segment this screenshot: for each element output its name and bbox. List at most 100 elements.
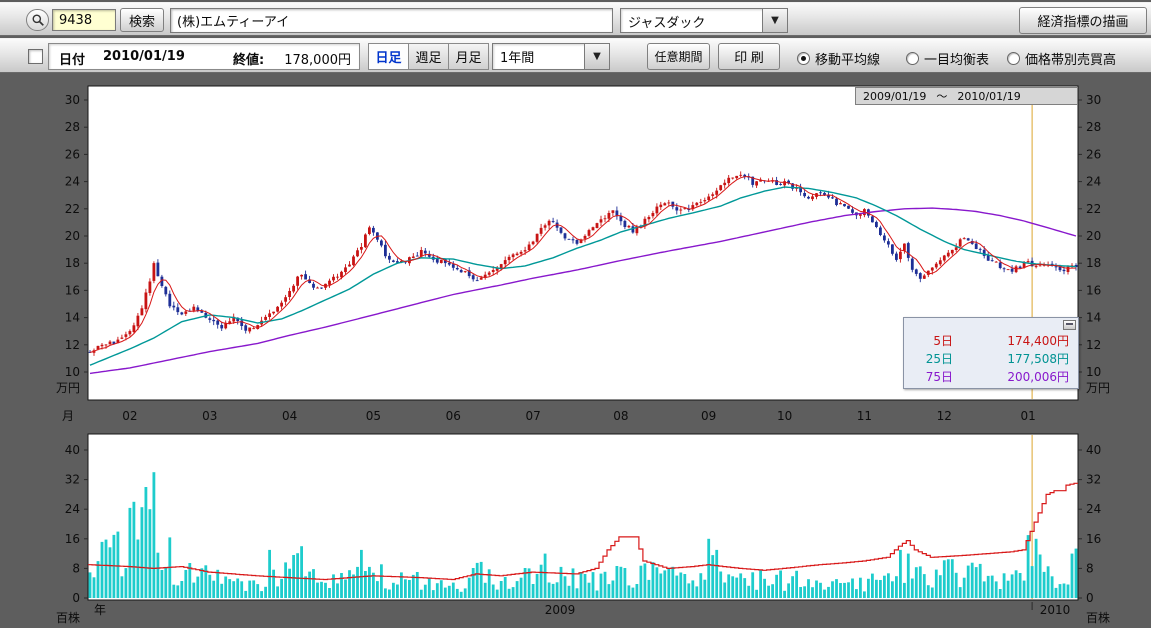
- legend-rows: 5日174,400円25日177,508円75日200,006円: [904, 331, 1078, 385]
- legend-row: 75日200,006円: [904, 367, 1078, 385]
- radio-dot-ichimoku: [906, 52, 919, 65]
- stock-code-input[interactable]: [52, 9, 116, 31]
- svg-text:0: 0: [1086, 591, 1094, 605]
- svg-text:06: 06: [446, 409, 461, 423]
- svg-text:32: 32: [65, 473, 80, 487]
- radio-dot-volume-by-price: [1007, 52, 1020, 65]
- legend-minimize-button[interactable]: [1063, 320, 1076, 330]
- svg-text:20: 20: [1086, 229, 1101, 243]
- chart-region: 3030282826262424222220201818161614141212…: [0, 76, 1151, 628]
- svg-text:年: 年: [94, 603, 106, 617]
- market-select[interactable]: ジャスダック ▼: [620, 8, 788, 33]
- svg-text:18: 18: [65, 256, 80, 270]
- date-range-badge: 2009/01/19 ～ 2010/01/19: [855, 87, 1078, 105]
- svg-text:11: 11: [857, 409, 872, 423]
- svg-text:05: 05: [366, 409, 381, 423]
- close-price-label: 終値:: [233, 49, 264, 68]
- svg-text:26: 26: [65, 147, 80, 161]
- svg-text:32: 32: [1086, 473, 1101, 487]
- svg-text:2009: 2009: [545, 603, 576, 617]
- economic-indicator-button[interactable]: 経済指標の描画: [1019, 7, 1147, 34]
- period-select[interactable]: 1年間 ▼: [492, 43, 610, 70]
- toolbar-main: 検索 ジャスダック ▼ 経済指標の描画: [0, 2, 1151, 36]
- year-axis-labels: 年 2009 2010: [94, 602, 1070, 617]
- svg-text:28: 28: [65, 120, 80, 134]
- close-price-value: 178,000円: [284, 49, 351, 68]
- svg-text:10: 10: [777, 409, 792, 423]
- svg-text:万円: 万円: [1086, 381, 1110, 395]
- svg-text:03: 03: [202, 409, 217, 423]
- svg-text:8: 8: [1086, 561, 1094, 575]
- svg-text:09: 09: [701, 409, 716, 423]
- svg-text:07: 07: [525, 409, 540, 423]
- svg-text:30: 30: [1086, 93, 1101, 107]
- svg-text:28: 28: [1086, 120, 1101, 134]
- stock-chart-application: 検索 ジャスダック ▼ 経済指標の描画 日付 2010/01/19 終値: 17…: [0, 0, 1151, 628]
- svg-text:08: 08: [613, 409, 628, 423]
- search-icon-button[interactable]: [26, 9, 49, 31]
- market-select-value: ジャスダック: [621, 9, 762, 32]
- svg-text:万円: 万円: [56, 381, 80, 395]
- custom-period-button[interactable]: 任意期間: [647, 43, 710, 70]
- range-start-date: 2009/01/19: [863, 90, 926, 103]
- svg-text:24: 24: [65, 502, 80, 516]
- radio-volume-by-price[interactable]: 価格帯別売買高: [1007, 49, 1116, 68]
- svg-text:16: 16: [65, 283, 80, 297]
- period-select-value: 1年間: [493, 44, 584, 69]
- magnifier-icon: [31, 13, 45, 27]
- svg-text:14: 14: [1086, 311, 1101, 325]
- svg-text:12: 12: [1086, 338, 1101, 352]
- tab-daily[interactable]: 日足: [368, 43, 409, 70]
- svg-text:10: 10: [1086, 365, 1101, 379]
- toolbar-chart-options: 日付 2010/01/19 終値: 178,000円 日足 週足 月足 1年間 …: [0, 38, 1151, 73]
- svg-text:月: 月: [62, 409, 74, 423]
- svg-text:04: 04: [282, 409, 297, 423]
- svg-text:12: 12: [937, 409, 952, 423]
- radio-label-volume-by-price: 価格帯別売買高: [1025, 49, 1116, 68]
- tab-monthly[interactable]: 月足: [448, 43, 489, 70]
- company-name-input[interactable]: [170, 8, 613, 33]
- svg-text:16: 16: [65, 532, 80, 546]
- svg-text:10: 10: [65, 365, 80, 379]
- svg-text:22: 22: [65, 202, 80, 216]
- svg-text:16: 16: [1086, 283, 1101, 297]
- svg-text:12: 12: [65, 338, 80, 352]
- svg-text:8: 8: [72, 561, 80, 575]
- radio-moving-average[interactable]: 移動平均線: [797, 49, 880, 68]
- legend-row: 5日174,400円: [904, 331, 1078, 349]
- moving-average-legend: 5日174,400円25日177,508円75日200,006円: [903, 317, 1079, 389]
- print-button[interactable]: 印 刷: [718, 43, 780, 70]
- svg-text:24: 24: [65, 175, 80, 189]
- radio-dot-moving-average: [797, 52, 810, 65]
- svg-text:22: 22: [1086, 202, 1101, 216]
- svg-text:16: 16: [1086, 532, 1101, 546]
- radio-ichimoku[interactable]: 一目均衡表: [906, 49, 989, 68]
- radio-label-moving-average: 移動平均線: [815, 49, 880, 68]
- range-end-date: 2010/01/19: [957, 90, 1020, 103]
- legend-row: 25日177,508円: [904, 349, 1078, 367]
- svg-text:百株: 百株: [56, 610, 80, 625]
- svg-text:30: 30: [65, 93, 80, 107]
- svg-text:24: 24: [1086, 502, 1101, 516]
- svg-text:14: 14: [65, 311, 80, 325]
- svg-text:2010: 2010: [1040, 603, 1071, 617]
- svg-text:02: 02: [122, 409, 137, 423]
- search-button[interactable]: 検索: [120, 8, 164, 32]
- svg-text:18: 18: [1086, 256, 1101, 270]
- svg-text:01: 01: [1020, 409, 1035, 423]
- quote-info-panel: 日付 2010/01/19 終値: 178,000円: [48, 43, 360, 70]
- svg-text:40: 40: [1086, 443, 1101, 457]
- svg-text:40: 40: [65, 443, 80, 457]
- checkbox[interactable]: [28, 49, 43, 64]
- svg-text:百株: 百株: [1086, 610, 1110, 625]
- market-dropdown-arrow-icon[interactable]: ▼: [762, 9, 787, 32]
- range-separator: ～: [936, 88, 947, 104]
- svg-text:24: 24: [1086, 175, 1101, 189]
- svg-text:0: 0: [72, 591, 80, 605]
- month-axis-labels: 月 02 03 04 05 06 07 08 09 10 11 12 01: [62, 409, 1036, 423]
- volume-panel: [88, 434, 1078, 600]
- period-dropdown-arrow-icon[interactable]: ▼: [584, 44, 609, 69]
- radio-label-ichimoku: 一目均衡表: [924, 49, 989, 68]
- date-value: 2010/01/19: [103, 49, 185, 64]
- tab-weekly[interactable]: 週足: [408, 43, 449, 70]
